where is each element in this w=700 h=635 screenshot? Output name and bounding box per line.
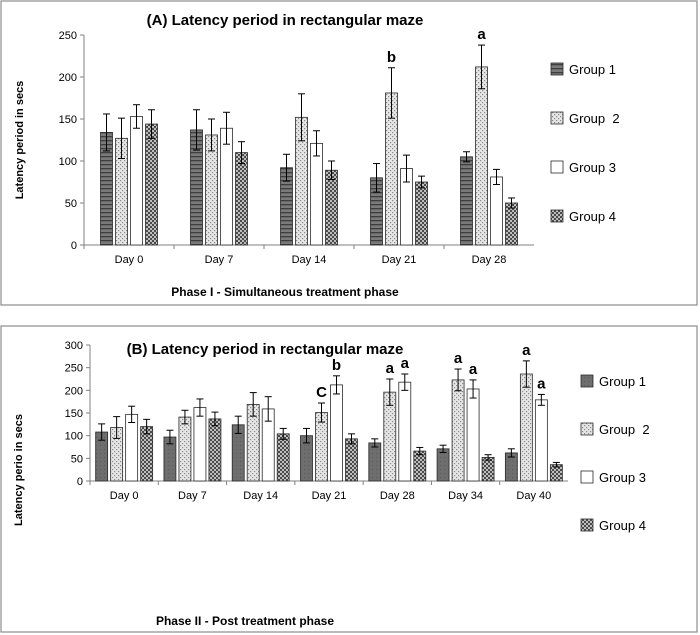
chart-a-x-tick-label: Day 14 [292,254,327,266]
chart-a-legend-swatch-group-3 [550,160,564,174]
chart-a-bar-group-1-day-28 [460,156,473,246]
chart-a-x-tick-label: Day 0 [115,254,144,266]
chart-a-significance-label: a [477,26,486,43]
chart-b-significance-label: a [537,375,546,392]
chart-b-bar-group-3-day-21 [330,384,343,482]
chart-b-y-tick-label: 300 [65,340,83,352]
chart-a-bar-group-4-day-0 [145,123,158,246]
chart-b-legend-label-group-1: Group 1 [599,374,646,389]
chart-b-bar-group-4-day-14 [276,433,290,482]
chart-a-y-tick-label: 0 [71,240,77,252]
chart-b-bar-group-4-day-34 [481,457,495,482]
chart-b-bar-group-4-day-7 [208,418,222,482]
chart-a-y-tick-label: 250 [59,30,77,42]
chart-b-x-tick-label: Day 0 [110,490,139,502]
chart-b-legend-swatch-group-2 [580,422,594,436]
chart-b-bar-group-1-day-34 [436,448,450,482]
chart-b-bar-group-2-day-34 [451,379,465,482]
chart-a-bar-group-3-day-14 [310,142,323,246]
chart-b-significance-label: a [469,361,478,378]
chart-a-legend-label-group-2: Group 2 [569,111,620,126]
chart-a-bar-group-2-day-28 [475,66,488,246]
chart-b-bar-group-4-day-21 [345,438,358,482]
chart-a-legend: Group 1 Group 2 Group 3 Group 4 [550,62,620,224]
chart-b-legend-swatch-group-4 [580,518,594,532]
chart-a-x-tick-label: Day 28 [472,254,507,266]
chart-a-plot: 0 50 100 150 200 250 Day 0 Day 7 Day 14 Day 21 Day… [59,26,534,266]
chart-b-x-tick-label: Day 7 [178,490,207,502]
chart-panel-a: (A) Latency period in rectangular maze L… [0,0,700,310]
chart-b-legend-label-group-3: Group 3 [599,470,646,485]
chart-a-legend-label-group-1: Group 1 [569,62,616,77]
chart-b-title: (B) Latency period in rectangular maze [127,341,404,358]
chart-b-plot: 0 50 100 150 200 250 300 Day 0 Day 7 Day 14 Day 21… [65,340,568,502]
chart-b-bar-group-2-day-40 [519,373,533,482]
chart-b-bar-group-3-day-7 [193,407,207,482]
chart-b-bar-group-3-day-40 [534,399,548,482]
chart-a-bar-group-4-day-21 [415,181,428,246]
chart-a-bar-group-4-day-14 [325,169,338,246]
chart-a-y-tick-label: 50 [65,198,77,210]
chart-b-significance-label: C [316,384,327,401]
chart-b-legend: Group 1 Group 2 Group 3 Group 4 [580,374,650,533]
chart-b-x-tick-label: Day 21 [312,490,347,502]
chart-panel-b: (B) Latency period in rectangular maze L… [0,325,700,635]
chart-b-y-tick-label: 250 [65,363,83,375]
chart-a-bar-group-3-day-7 [220,127,233,246]
chart-a-y-tick-label: 100 [59,156,77,168]
chart-b-y-tick-label: 200 [65,385,83,397]
chart-b-bar-group-1-day-28 [368,442,382,482]
chart-a-bar-group-2-day-7 [205,134,218,246]
chart-b-y-tick-label: 150 [65,408,83,420]
chart-b-legend-swatch-group-1 [580,374,594,388]
chart-b-x-tick-label: Day 14 [243,490,278,502]
chart-a-y-tick-label: 200 [59,72,77,84]
chart-b-y-tick-label: 50 [71,453,83,465]
chart-a-significance-label: b [387,49,396,66]
chart-a-x-tick-label: Day 21 [382,254,417,266]
chart-b-bar-group-3-day-28 [398,381,412,482]
chart-b-bar-group-3-day-34 [466,388,480,482]
chart-a-legend-label-group-4: Group 4 [569,209,616,224]
chart-b-significance-label: a [401,355,410,372]
chart-a-svg: (A) Latency period in rectangular maze L… [0,0,698,306]
chart-a-y-axis-label: Latency period in secs [14,81,26,200]
chart-b-bar-group-2-day-7 [178,416,192,482]
chart-b-bar-group-4-day-28 [413,450,427,482]
chart-b-bar-group-4-day-0 [140,426,154,482]
chart-b-legend-label-group-2: Group 2 [599,422,650,437]
chart-a-bar-group-3-day-28 [490,176,503,246]
chart-b-significance-label: b [332,357,341,374]
chart-a-legend-swatch-group-4 [550,209,564,223]
chart-b-bar-group-2-day-21 [315,412,328,482]
chart-b-significance-label: a [454,350,463,367]
chart-b-y-tick-label: 0 [77,476,83,488]
chart-b-x-tick-label: Day 28 [380,490,415,502]
chart-b-y-axis-label: Latency perio in secs [13,414,25,526]
chart-a-x-axis-label: Phase I - Simultaneous treatment phase [171,285,399,299]
chart-b-x-tick-label: Day 34 [448,490,483,502]
chart-b-bar-group-3-day-0 [125,413,139,482]
chart-a-x-tick-label: Day 7 [205,254,234,266]
chart-a-bar-group-4-day-7 [235,152,248,246]
chart-b-svg: (B) Latency period in rectangular maze L… [0,325,698,633]
chart-a-bar-group-4-day-28 [505,202,518,246]
chart-a-legend-swatch-group-2 [550,111,564,125]
chart-a-legend-swatch-group-1 [550,62,564,76]
chart-a-bar-group-3-day-0 [130,116,143,246]
chart-a-legend-label-group-3: Group 3 [569,160,616,175]
chart-a-title: (A) Latency period in rectangular maze [147,12,424,29]
chart-b-significance-label: a [386,360,395,377]
chart-b-legend-label-group-4: Group 4 [599,518,646,533]
chart-b-legend-swatch-group-3 [580,470,594,484]
chart-b-x-tick-label: Day 40 [516,490,551,502]
chart-b-y-tick-label: 100 [65,431,83,443]
chart-a-y-tick-label: 150 [59,114,77,126]
chart-b-x-axis-label: Phase II - Post treatment phase [156,614,334,628]
chart-b-significance-label: a [522,342,531,359]
